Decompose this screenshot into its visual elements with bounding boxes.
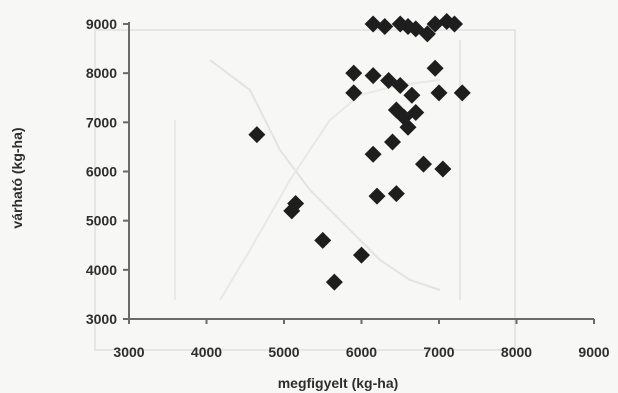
scatter-point xyxy=(426,59,444,77)
scatter-point xyxy=(384,133,401,151)
scatter-point xyxy=(399,118,417,136)
scatter-point xyxy=(364,145,382,163)
scatter-point xyxy=(325,273,343,291)
scatter-point xyxy=(345,84,363,102)
x-tick-label: 3000 xyxy=(113,344,144,360)
scatter-point xyxy=(353,246,370,264)
x-tick-label: 5000 xyxy=(268,344,299,360)
scatter-point xyxy=(430,84,448,102)
scatter-point xyxy=(438,13,456,31)
y-tick-label: 3000 xyxy=(86,311,117,327)
y-tick-label: 5000 xyxy=(86,213,117,229)
scatter-point xyxy=(287,194,305,212)
scatter-point xyxy=(407,104,425,121)
scatter-point xyxy=(376,17,394,35)
chart-ticks: 3000 4000 5000 6000 7000 8000 9000 3000 4000 5000… xyxy=(86,16,610,360)
scatter-point xyxy=(345,64,363,82)
x-tick-label: 7000 xyxy=(423,344,454,360)
x-tick-label: 4000 xyxy=(191,344,222,360)
scatter-point xyxy=(314,231,332,249)
scatter-point xyxy=(387,185,405,203)
y-axis-title: várható (kg-ha) xyxy=(9,127,25,228)
scatter-point xyxy=(426,15,444,33)
scatter-point xyxy=(403,86,421,104)
data-points xyxy=(248,13,471,291)
x-tick-label: 6000 xyxy=(346,344,377,360)
scatter-point xyxy=(418,25,436,43)
y-tick-label: 6000 xyxy=(86,164,117,180)
scatter-point xyxy=(368,187,386,205)
y-tick-label: 7000 xyxy=(86,114,117,130)
y-tick-label: 8000 xyxy=(86,65,117,81)
x-axis-title: megfigyelt (kg-ha) xyxy=(278,375,399,391)
x-tick-label: 9000 xyxy=(578,344,609,360)
scatter-point xyxy=(453,84,471,102)
scatter-point xyxy=(434,160,452,178)
scatter-point xyxy=(391,76,409,94)
scatter-point xyxy=(248,126,266,144)
scatter-point xyxy=(415,155,432,173)
y-tick-label: 4000 xyxy=(86,262,117,278)
y-tick-label: 9000 xyxy=(86,16,117,32)
scatter-point xyxy=(364,67,382,85)
scatter-point xyxy=(446,15,463,33)
scatter-point xyxy=(407,20,425,38)
scatter-point xyxy=(364,15,382,33)
x-tick-label: 8000 xyxy=(501,344,532,360)
